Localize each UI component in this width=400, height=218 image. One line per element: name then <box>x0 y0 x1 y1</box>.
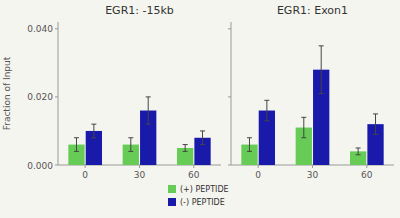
error-cap <box>91 124 96 125</box>
y-axis-label: Fraction of Input <box>2 56 12 130</box>
panel: EGR1: Exon1 0 30 60 <box>228 4 394 180</box>
legend-swatch <box>168 185 176 193</box>
x-tick-label: 0 <box>255 170 261 180</box>
y-tick-label: 0.000 <box>27 161 53 171</box>
error-line <box>321 46 322 94</box>
error-line <box>266 100 267 120</box>
error-bar <box>373 114 378 134</box>
error-line <box>148 97 149 124</box>
x-tick <box>366 165 367 168</box>
error-line <box>249 138 250 152</box>
error-cap <box>301 117 306 118</box>
y-tick <box>55 165 58 166</box>
title: EGR1: Exon1 <box>277 4 348 17</box>
error-cap <box>183 151 188 152</box>
error-cap <box>264 120 269 121</box>
legend-label: (-) PEPTIDE <box>180 198 225 207</box>
error-line <box>303 117 304 137</box>
x-tick <box>139 165 140 168</box>
error-line <box>202 131 203 145</box>
error-cap <box>247 137 252 138</box>
error-cap <box>264 100 269 101</box>
error-line <box>375 114 376 134</box>
error-cap <box>74 151 79 152</box>
error-cap <box>373 113 378 114</box>
chart: EGR1: -15kb 0.000 0.020 0.040 Fraction of In… <box>0 0 400 218</box>
y-tick <box>228 28 231 29</box>
error-cap <box>356 147 361 148</box>
error-cap <box>200 144 205 145</box>
error-bar <box>264 100 269 120</box>
error-cap <box>128 151 133 152</box>
y-axis <box>58 22 59 165</box>
marks <box>68 97 210 165</box>
y-tick-label: 0.040 <box>27 24 53 34</box>
error-bar <box>356 148 361 155</box>
error-bar <box>91 124 96 138</box>
error-cap <box>128 137 133 138</box>
x-tick-label: 30 <box>134 170 146 180</box>
error-cap <box>146 124 151 125</box>
x-tick <box>258 165 259 168</box>
error-bar <box>74 138 79 152</box>
error-bar <box>247 138 252 152</box>
error-bar <box>183 145 188 152</box>
x-tick <box>193 165 194 168</box>
error-cap <box>356 154 361 155</box>
error-cap <box>146 96 151 97</box>
y-tick <box>228 165 231 166</box>
error-cap <box>183 144 188 145</box>
x-tick <box>312 165 313 168</box>
x-tick-label: 0 <box>82 170 88 180</box>
panel: EGR1: -15kb 0.000 0.020 0.040 Fraction of In… <box>2 4 221 180</box>
error-cap <box>373 134 378 135</box>
error-cap <box>247 151 252 152</box>
error-line <box>185 145 186 152</box>
marks <box>241 46 383 165</box>
error-bar <box>200 131 205 145</box>
legend-label: (+) PEPTIDE <box>180 185 229 194</box>
title: EGR1: -15kb <box>105 4 174 17</box>
error-bar <box>301 117 306 137</box>
y-tick-label: 0.020 <box>27 92 53 102</box>
y-axis <box>231 22 232 165</box>
x-tick-label: 60 <box>188 170 200 180</box>
legend: (+) PEPTIDE (-) PEPTIDE <box>168 185 229 207</box>
error-cap <box>91 137 96 138</box>
y-tick <box>55 28 58 29</box>
error-line <box>130 138 131 152</box>
y-tick <box>228 96 231 97</box>
error-line <box>358 148 359 155</box>
y-tick <box>55 96 58 97</box>
x-tick-label: 60 <box>361 170 373 180</box>
error-cap <box>74 137 79 138</box>
error-cap <box>200 130 205 131</box>
error-bar <box>146 97 151 124</box>
legend-swatch <box>168 198 176 206</box>
error-bar <box>319 46 324 94</box>
error-cap <box>319 93 324 94</box>
error-line <box>76 138 77 152</box>
error-cap <box>301 137 306 138</box>
error-cap <box>319 45 324 46</box>
error-bar <box>128 138 133 152</box>
x-tick <box>85 165 86 168</box>
error-line <box>93 124 94 138</box>
x-tick-label: 30 <box>307 170 319 180</box>
